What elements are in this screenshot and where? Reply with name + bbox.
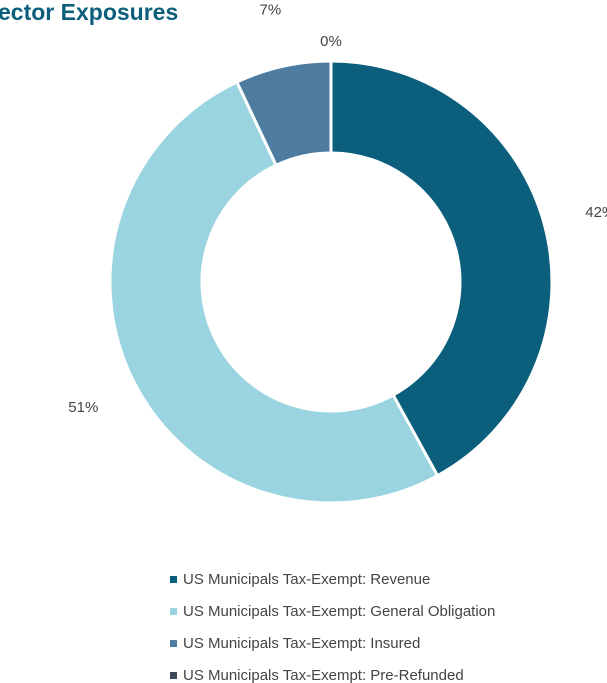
legend-label: US Municipals Tax-Exempt: Insured — [183, 635, 420, 652]
chart-title: ector Exposures — [0, 0, 178, 25]
donut-slice — [108, 80, 440, 505]
legend-label: US Municipals Tax-Exempt: Revenue — [183, 571, 430, 588]
data-label: 0% — [320, 33, 342, 50]
legend-swatch — [170, 576, 177, 583]
legend-label: US Municipals Tax-Exempt: Pre-Refunded — [183, 667, 464, 683]
legend-swatch — [170, 672, 177, 679]
legend-swatch — [170, 608, 177, 615]
data-label: 7% — [260, 2, 282, 19]
legend-label: US Municipals Tax-Exempt: General Obliga… — [183, 603, 495, 620]
data-label: 51% — [68, 399, 98, 416]
data-label: 42% — [585, 204, 607, 221]
legend-swatch — [170, 640, 177, 647]
donut-slice — [329, 59, 554, 478]
